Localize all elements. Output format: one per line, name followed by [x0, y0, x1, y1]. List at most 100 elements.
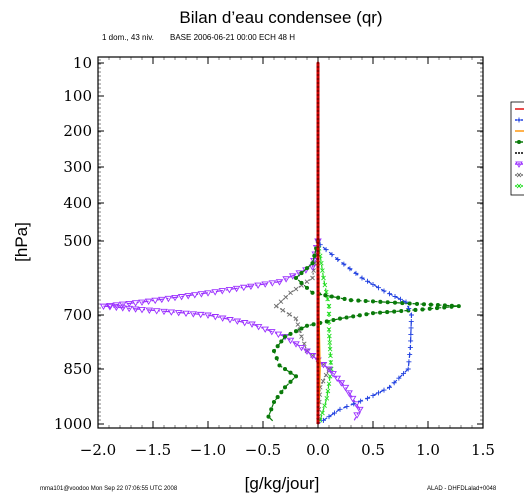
series-marker: [358, 398, 364, 404]
x-tick-label: −1.5: [135, 441, 171, 459]
series-marker: [211, 314, 220, 321]
series-marker: [279, 390, 284, 395]
series-marker: [316, 225, 320, 229]
series-marker: [316, 269, 320, 273]
series-marker: [247, 283, 255, 291]
series-marker: [112, 304, 121, 312]
series-marker: [400, 301, 405, 306]
series-marker: [288, 290, 293, 296]
series-marker: [357, 313, 362, 318]
series-marker: [316, 181, 320, 185]
series-marker: [385, 300, 390, 305]
series-marker: [303, 348, 311, 355]
series-marker: [316, 153, 320, 157]
series-marker: [295, 322, 301, 327]
series-marker: [316, 349, 320, 353]
series-marker: [316, 337, 320, 341]
series-marker: [248, 321, 256, 328]
series-marker: [316, 297, 320, 301]
series-marker: [271, 348, 277, 354]
series-marker: [261, 326, 269, 333]
series-marker: [293, 316, 299, 321]
series-marker: [118, 301, 127, 308]
y-tick-label: 300: [63, 158, 92, 176]
series-marker: [316, 401, 320, 405]
series-marker: [324, 396, 330, 401]
series-marker: [177, 294, 186, 301]
series-marker: [239, 284, 248, 292]
x-tick-label: 0.0: [306, 441, 330, 459]
series-marker: [131, 300, 140, 307]
series-marker: [370, 281, 376, 287]
series-marker: [319, 362, 328, 369]
series-marker: [316, 189, 320, 193]
series-marker: [316, 357, 320, 361]
series-marker: [316, 177, 320, 181]
series-marker: [316, 93, 320, 97]
series-marker: [279, 339, 284, 344]
series-marker: [288, 379, 293, 384]
y-tick-label: 1000: [54, 415, 92, 433]
series-marker: [311, 322, 316, 327]
series-marker: [392, 294, 398, 299]
series-marker: [320, 268, 325, 273]
series-marker: [516, 172, 522, 178]
series-marker: [316, 217, 320, 221]
series-marker: [345, 390, 353, 397]
series-marker: [316, 97, 320, 101]
series-marker: [316, 373, 320, 377]
series-marker: [318, 260, 324, 266]
series-marker: [376, 390, 381, 396]
series-marker: [297, 344, 306, 352]
series-marker: [449, 304, 454, 309]
series-marker: [316, 229, 320, 233]
series-marker: [322, 282, 328, 288]
series-marker: [211, 289, 219, 296]
series-marker: [174, 310, 183, 317]
series-marker: [316, 329, 320, 333]
series-marker: [407, 344, 413, 350]
series-marker: [316, 253, 320, 257]
series-marker: [316, 209, 320, 213]
series-marker: [401, 371, 407, 377]
series-marker: [182, 310, 190, 318]
series-marker: [271, 399, 277, 405]
series-marker: [370, 393, 376, 399]
series-marker: [331, 317, 336, 323]
series-marker: [304, 323, 310, 328]
series-marker: [233, 318, 242, 325]
series-marker: [370, 299, 376, 304]
series-marker: [254, 282, 262, 289]
series-marker: [316, 241, 320, 245]
series-marker: [323, 372, 329, 378]
series-4: [266, 238, 461, 423]
series-marker: [327, 333, 332, 339]
series-marker: [381, 387, 387, 393]
series-marker: [282, 276, 290, 283]
series-marker: [316, 377, 320, 381]
series-marker: [365, 395, 370, 401]
series-marker: [316, 141, 320, 145]
series-marker: [158, 296, 166, 304]
series-marker: [316, 413, 320, 417]
series-marker: [337, 380, 346, 387]
series-marker: [316, 281, 320, 285]
series-marker: [398, 296, 403, 302]
series-marker: [316, 393, 320, 397]
x-tick-label: −0.5: [245, 441, 281, 459]
y-axis: 10 100 200 300 400 500 700 850 1000: [54, 54, 483, 433]
series-marker: [316, 173, 320, 177]
series-marker: [387, 384, 392, 390]
series-marker: [254, 324, 263, 331]
series-marker: [316, 249, 320, 253]
series-marker: [316, 129, 320, 133]
series-marker: [456, 304, 461, 309]
series-marker: [392, 300, 398, 305]
series-marker: [151, 297, 159, 305]
y-tick-label: 700: [63, 306, 92, 324]
series-marker: [218, 288, 227, 295]
series-marker: [337, 406, 343, 412]
series-marker: [329, 294, 334, 299]
series-marker: [125, 305, 133, 313]
series-marker: [326, 414, 332, 420]
